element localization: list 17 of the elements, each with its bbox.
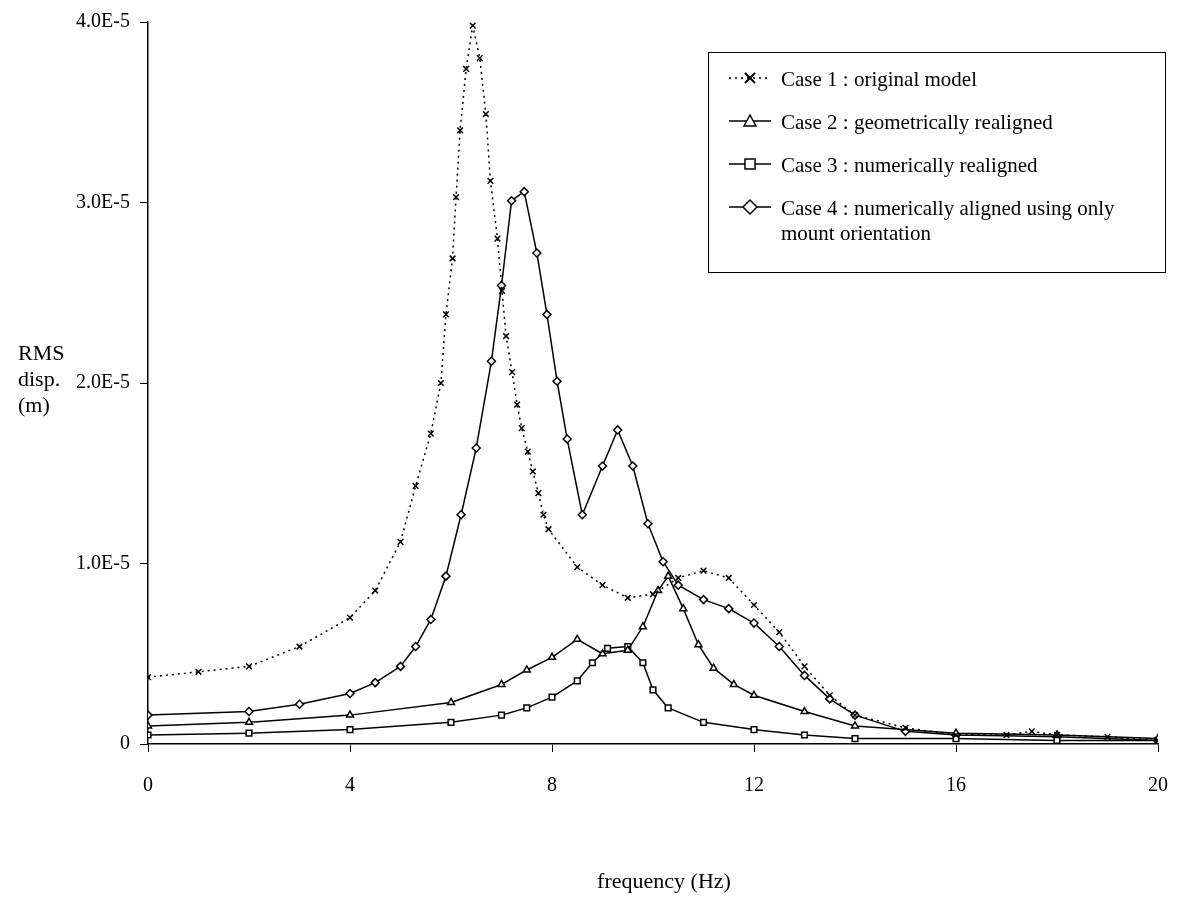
y-tick-label: 1.0E-5 xyxy=(76,550,130,573)
x-tick-label: 20 xyxy=(1148,773,1168,796)
x-tick-label: 16 xyxy=(946,773,966,796)
legend-label: Case 4 : numerically aligned using only mount orientation xyxy=(781,196,1116,246)
y-axis-title: RMS disp. (m) xyxy=(18,340,66,418)
y-tick-label: 4.0E-5 xyxy=(76,9,130,32)
y-tick-label: 3.0E-5 xyxy=(76,189,130,212)
legend-label: Case 2 : geometrically realigned xyxy=(781,110,1054,135)
x-tick-label: 4 xyxy=(345,773,355,796)
y-tick-label: 0 xyxy=(120,731,130,754)
legend-label: Case 1 : original model xyxy=(781,67,978,92)
x-tick-label: 0 xyxy=(143,773,153,796)
x-tick-label: 8 xyxy=(547,773,557,796)
x-axis-title: frequency (Hz) xyxy=(596,868,732,894)
x-tick-label: 12 xyxy=(744,773,764,796)
legend-label: Case 3 : numerically realigned xyxy=(781,153,1039,178)
y-tick-label: 2.0E-5 xyxy=(76,370,130,393)
